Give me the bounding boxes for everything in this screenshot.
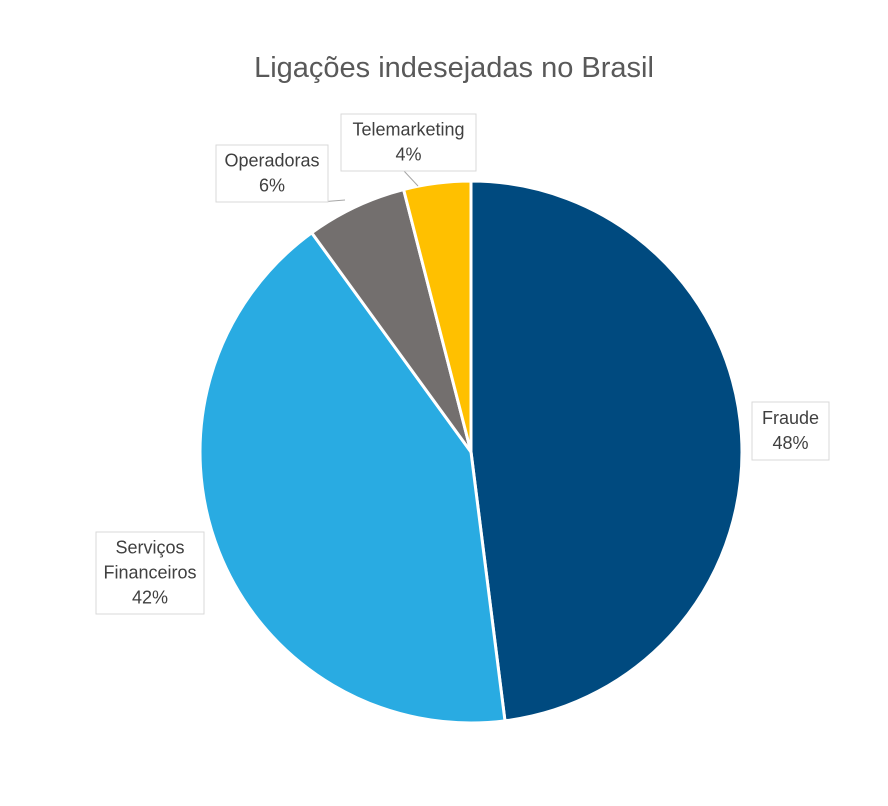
data-label-box <box>340 113 477 172</box>
pie-slice-fraude <box>469 179 744 723</box>
data-label-fraude: Fraude 48% <box>751 401 830 461</box>
chart-title: Ligações indesejadas no Brasil <box>254 52 654 84</box>
data-label-category: Serviços <box>115 538 184 558</box>
data-label-value: 42% <box>132 588 168 608</box>
data-label-value: 48% <box>772 433 808 453</box>
data-label-telemarketing: Telemarketing 4% <box>340 113 477 172</box>
slices-layer <box>198 179 744 725</box>
data-labels-layer: Fraude 48% Serviços Financeiros 42% Operadora… <box>95 113 830 615</box>
data-label-category: Operadoras <box>224 151 319 171</box>
data-label-box <box>751 401 830 461</box>
data-label-box <box>215 144 329 203</box>
pie-slice-servicos-financeiros <box>198 231 507 725</box>
data-label-category: Financeiros <box>103 563 196 583</box>
leader-line-telemarketing <box>403 170 419 187</box>
data-label-servicos-financeiros: Serviços Financeiros 42% <box>95 531 205 615</box>
data-label-category: Fraude <box>762 408 819 428</box>
data-label-operadoras: Operadoras 6% <box>215 144 329 203</box>
data-label-value: 4% <box>395 145 421 165</box>
pie-slice-telemarketing <box>402 179 473 454</box>
data-label-box <box>95 531 205 615</box>
data-label-value: 6% <box>259 176 285 196</box>
data-label-category: Telemarketing <box>352 120 464 140</box>
